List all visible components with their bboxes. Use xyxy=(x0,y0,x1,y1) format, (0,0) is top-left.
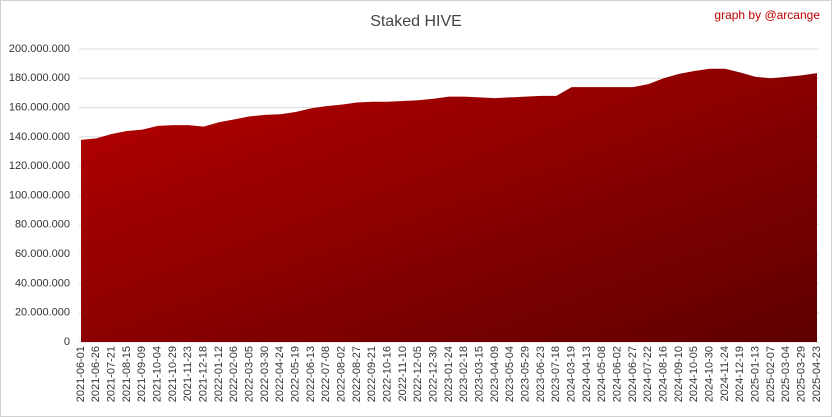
x-tick-label: 2021-07-21 xyxy=(106,346,118,402)
x-tick-label: 2022-03-05 xyxy=(244,346,256,402)
x-tick-label: 2022-07-08 xyxy=(320,346,332,402)
x-tick-label: 2024-04-13 xyxy=(581,346,593,402)
x-tick-label: 2023-05-04 xyxy=(504,346,516,402)
x-tick-label: 2021-09-09 xyxy=(136,346,148,402)
x-tick-label: 2023-01-24 xyxy=(443,346,455,402)
x-tick-label: 2022-12-30 xyxy=(428,346,440,402)
x-tick-label: 2022-09-21 xyxy=(366,346,378,402)
area xyxy=(81,68,817,342)
x-tick-label: 2022-02-06 xyxy=(228,346,240,402)
x-tick-label: 2024-06-02 xyxy=(612,346,624,402)
x-tick-label: 2023-07-18 xyxy=(550,346,562,402)
x-tick-label: 2022-05-19 xyxy=(290,346,302,402)
x-tick-label: 2022-06-13 xyxy=(305,346,317,402)
x-tick-label: 2024-07-22 xyxy=(642,346,654,402)
x-tick-label: 2024-05-08 xyxy=(596,346,608,402)
x-tick-label: 2022-11-10 xyxy=(397,346,409,401)
x-tick-label: 2024-10-30 xyxy=(704,346,716,402)
x-tick-label: 2025-02-07 xyxy=(765,346,777,402)
x-tick-label: 2023-03-15 xyxy=(474,346,486,402)
x-tick-label: 2025-04-23 xyxy=(811,346,823,402)
y-tick-label: 180.000.000 xyxy=(9,72,70,84)
x-tick-label: 2023-05-29 xyxy=(520,346,532,402)
x-tick-label: 2021-08-15 xyxy=(121,346,133,402)
chart-title: Staked HIVE xyxy=(370,13,462,30)
x-tick-label: 2024-08-16 xyxy=(658,346,670,402)
y-tick-label: 60.000.000 xyxy=(15,248,70,260)
y-tick-label: 20.000.000 xyxy=(15,307,70,319)
x-tick-label: 2021-12-18 xyxy=(198,346,210,402)
x-tick-label: 2024-12-19 xyxy=(734,346,746,402)
x-tick-label: 2025-01-13 xyxy=(750,346,762,402)
y-tick-label: 40.000.000 xyxy=(15,277,70,289)
y-tick-label: 120.000.000 xyxy=(9,160,70,172)
y-tick-label: 100.000.000 xyxy=(9,189,70,201)
y-tick-label: 200.000.000 xyxy=(9,43,70,55)
x-tick-label: 2022-08-27 xyxy=(351,346,363,402)
x-tick-label: 2022-12-05 xyxy=(412,346,424,402)
x-tick-label: 2021-11-23 xyxy=(182,346,194,401)
x-tick-label: 2024-10-05 xyxy=(688,346,700,402)
annotation: graph by @arcange xyxy=(714,8,820,22)
x-tick-label: 2021-06-01 xyxy=(75,346,87,402)
x-tick-label: 2021-10-04 xyxy=(152,346,164,402)
x-tick-label: 2021-10-29 xyxy=(167,346,179,402)
x-tick-label: 2022-01-12 xyxy=(213,346,225,402)
x-tick-label: 2024-06-27 xyxy=(627,346,639,402)
x-tick-label: 2022-04-24 xyxy=(274,346,286,402)
x-tick-label: 2023-04-09 xyxy=(489,346,501,402)
x-tick-label: 2022-10-16 xyxy=(382,346,394,402)
x-tick-label: 2024-09-10 xyxy=(673,346,685,402)
y-tick-label: 0 xyxy=(64,336,70,348)
x-tick-label: 2024-11-24 xyxy=(719,346,731,401)
x-tick-label: 2023-06-23 xyxy=(535,346,547,402)
x-tick-label: 2022-08-02 xyxy=(336,346,348,402)
x-tick-label: 2023-02-18 xyxy=(458,346,470,402)
y-tick-label: 140.000.000 xyxy=(9,131,70,143)
x-tick-label: 2021-06-26 xyxy=(90,346,102,402)
y-tick-label: 160.000.000 xyxy=(9,102,70,114)
x-tick-label: 2024-03-19 xyxy=(566,346,578,402)
x-tick-label: 2025-03-04 xyxy=(780,346,792,402)
x-tick-label: 2025-03-29 xyxy=(796,346,808,402)
x-tick-label: 2022-03-30 xyxy=(259,346,271,402)
y-tick-label: 80.000.000 xyxy=(15,219,70,231)
